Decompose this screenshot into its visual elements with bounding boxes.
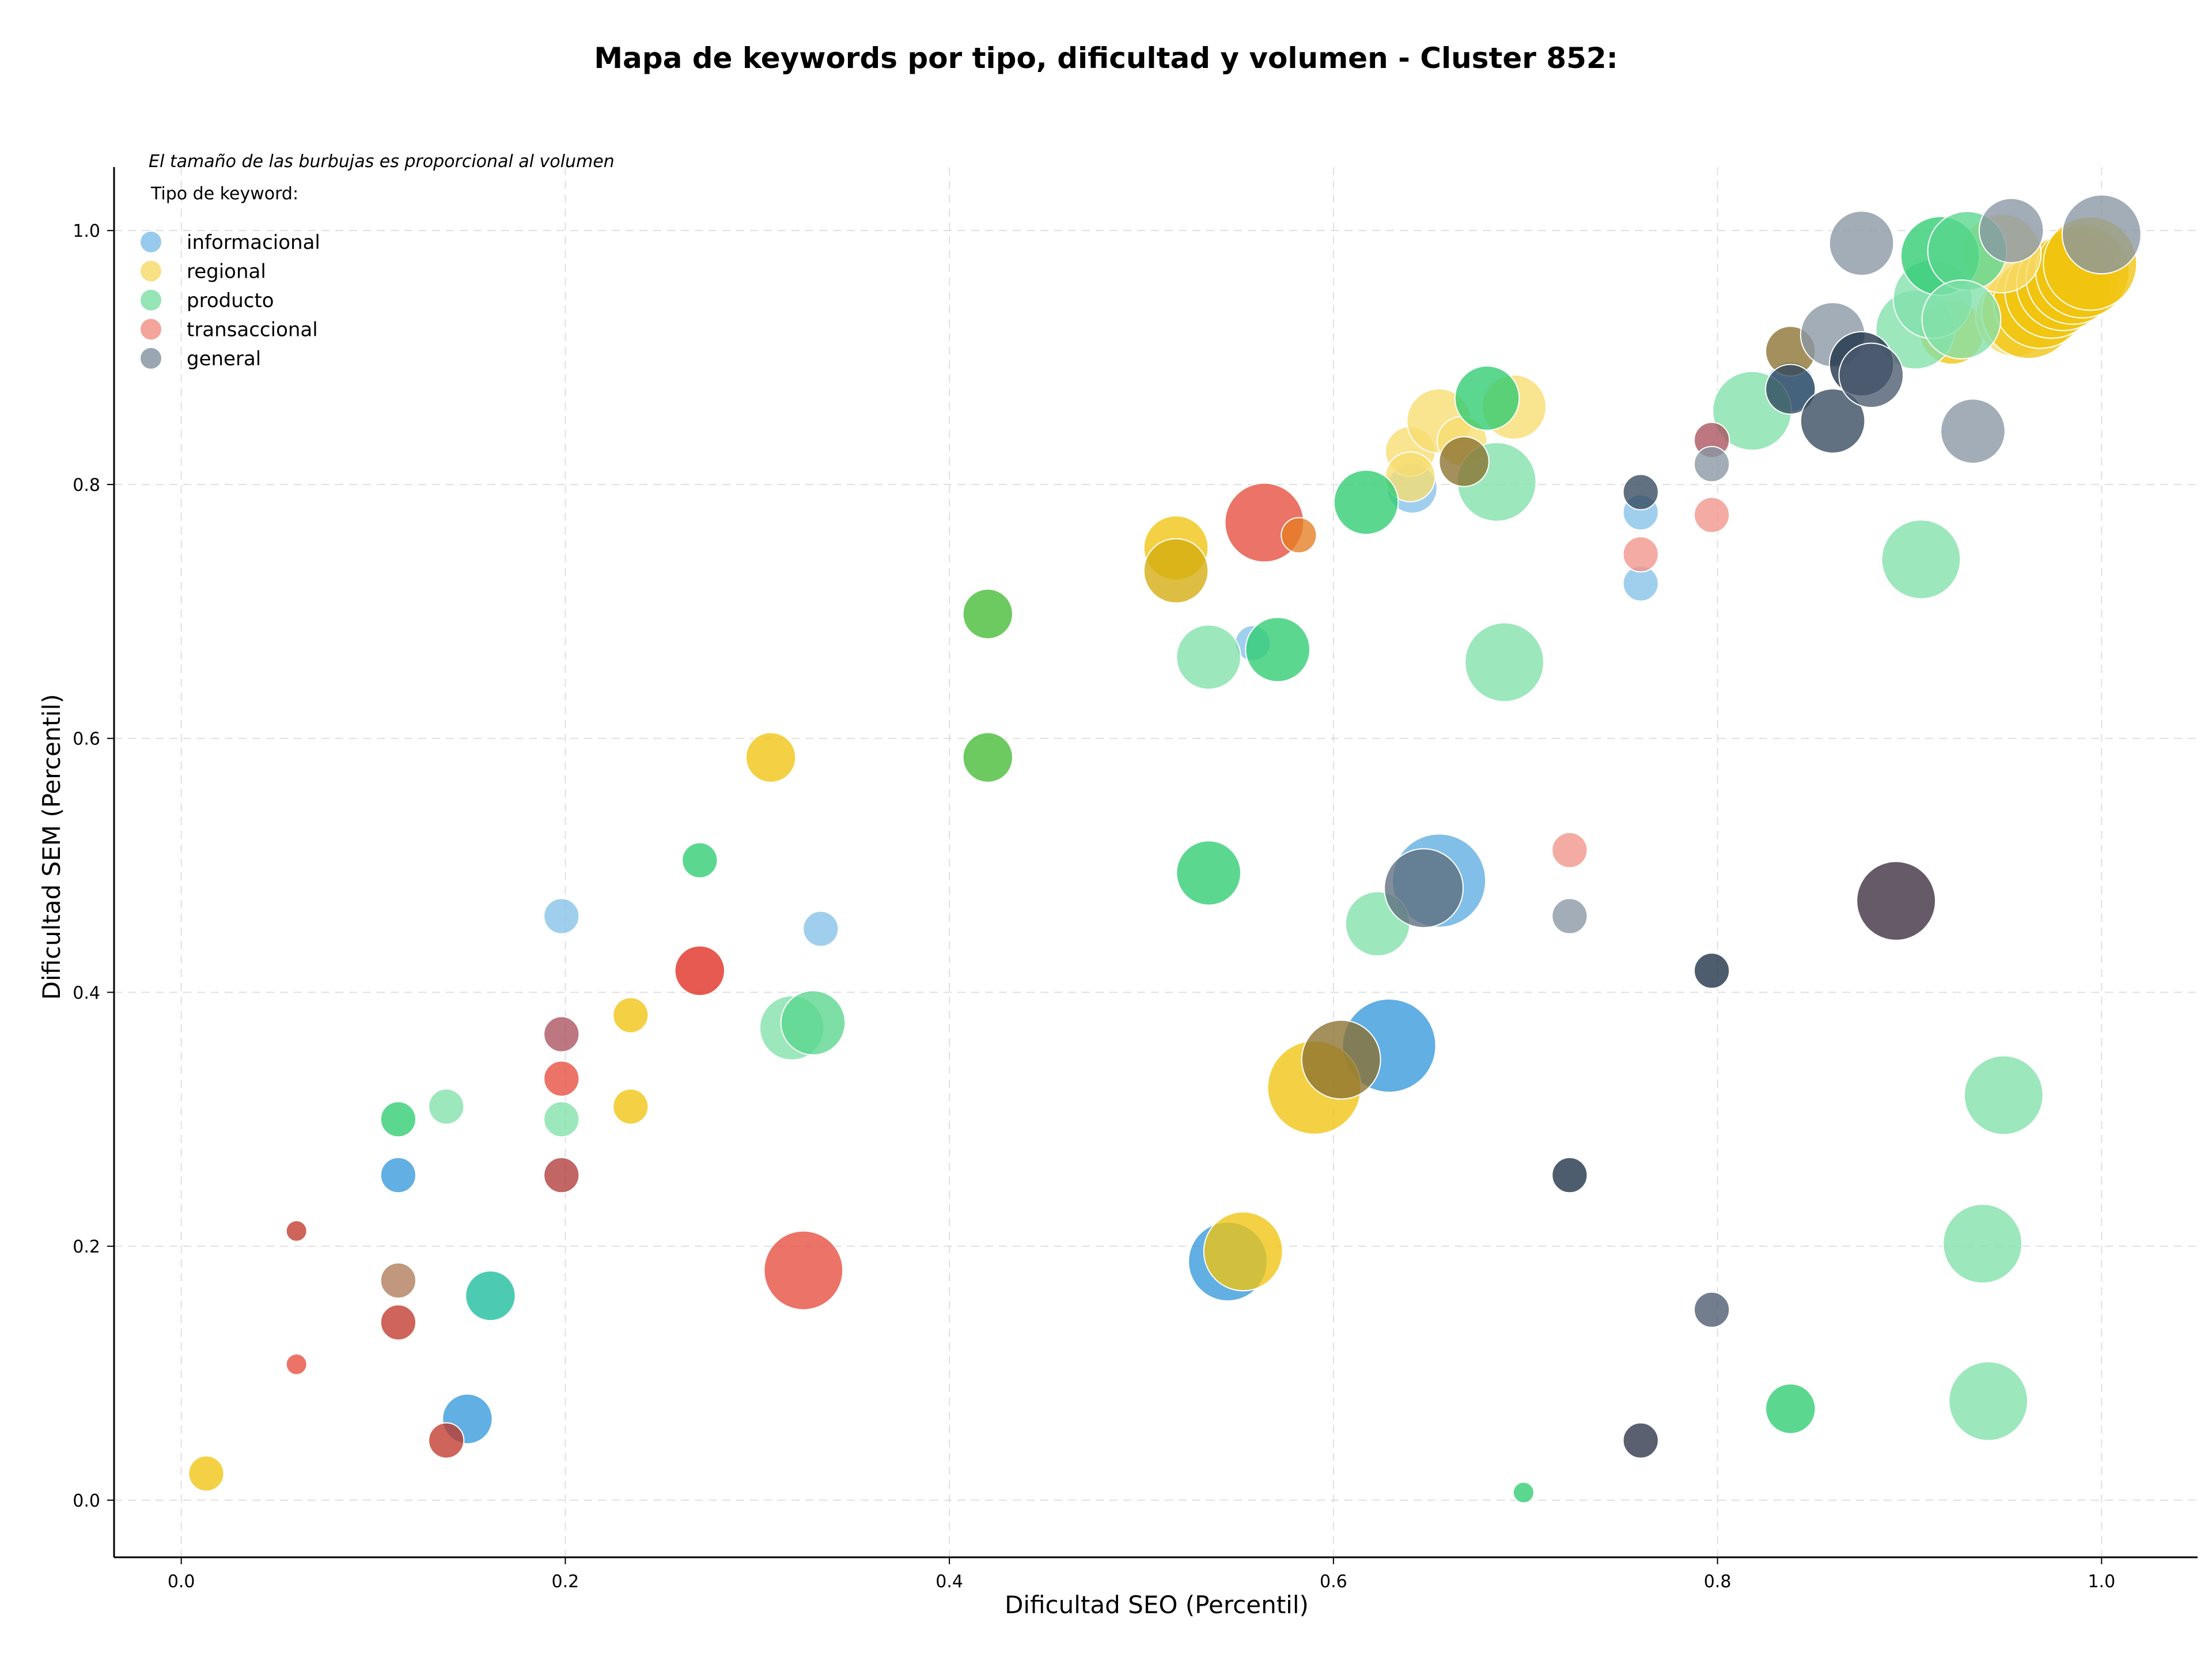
- bubble-general: [1438, 436, 1490, 487]
- bubble-transaccional: [428, 1422, 465, 1459]
- bubble-general: [2061, 194, 2142, 275]
- bubble-general: [1693, 1291, 1730, 1328]
- bubble-producto: [1176, 840, 1241, 906]
- bubble-transaccional: [1281, 517, 1317, 554]
- bubble-informacional: [380, 1157, 416, 1194]
- bubble-regional: [1143, 538, 1209, 604]
- bubble-transaccional: [1551, 831, 1588, 869]
- grid-lines: [114, 167, 2198, 1557]
- bubble-informacional: [543, 898, 580, 934]
- bubble-producto: [1921, 279, 2002, 360]
- y-axis-label: Dificultad SEM (Percentil): [37, 694, 66, 1000]
- bubble-general: [1828, 210, 1895, 277]
- bubble-regional: [188, 1455, 225, 1492]
- axes: [113, 167, 2198, 1558]
- bubble-layer: [188, 194, 2142, 1504]
- x-tick-label: 1.0: [2088, 1572, 2115, 1592]
- bubble-producto: [543, 1101, 580, 1138]
- legend-label-informacional: informacional: [187, 231, 320, 254]
- bubble-transaccional: [543, 1060, 580, 1097]
- bubble-transaccional: [543, 1016, 580, 1053]
- bubble-producto: [428, 1088, 465, 1125]
- legend-marker-general: [141, 348, 161, 369]
- bubble-producto: [1942, 1204, 2023, 1284]
- legend: Tipo de keyword: informacional regional pr…: [141, 184, 320, 370]
- x-tick-label: 0.0: [168, 1572, 195, 1592]
- bubble-general: [1622, 1422, 1659, 1459]
- legend-marker-regional: [141, 260, 161, 282]
- legend-title: Tipo de keyword:: [150, 184, 298, 204]
- bubble-general: [1765, 364, 1816, 415]
- legend-label-general: general: [187, 347, 261, 370]
- bubble-producto: [1765, 1383, 1816, 1435]
- bubble-regional: [612, 997, 649, 1034]
- chart-title: Mapa de keywords por tipo, dificultad y …: [594, 41, 1618, 75]
- legend-marker-transaccional: [141, 319, 161, 340]
- bubble-regional: [745, 732, 797, 783]
- bubble-producto: [1464, 622, 1544, 702]
- legend-items: informacional regional producto transaccion…: [141, 231, 320, 370]
- bubble-general: [1693, 952, 1730, 989]
- bubble-producto: [962, 588, 1014, 640]
- x-tick-label: 0.8: [1704, 1572, 1732, 1592]
- bubble-general: [1551, 1157, 1588, 1194]
- x-tick-label: 0.4: [935, 1572, 963, 1592]
- bubble-transaccional: [674, 945, 725, 997]
- bubble-general: [1551, 898, 1588, 934]
- legend-label-producto: producto: [187, 289, 274, 312]
- legend-label-transaccional: transaccional: [187, 319, 318, 342]
- legend-marker-producto: [141, 290, 161, 311]
- bubble-producto: [780, 990, 846, 1056]
- x-tick-label: 0.6: [1320, 1572, 1347, 1592]
- legend-label-regional: regional: [187, 260, 266, 283]
- bubble-transaccional: [1693, 497, 1730, 534]
- bubble-producto: [962, 732, 1014, 783]
- bubble-producto: [1176, 624, 1241, 690]
- bubble-regional: [1203, 1211, 1283, 1292]
- bubble-producto: [1948, 1361, 2029, 1441]
- legend-marker-informacional: [141, 232, 161, 252]
- bubble-producto: [1333, 469, 1399, 535]
- bubble-transaccional: [543, 1157, 580, 1194]
- bubble-general: [1301, 1019, 1381, 1100]
- y-tick-label: 0.2: [73, 1237, 100, 1257]
- bubble-general: [1622, 474, 1659, 510]
- bubble-general: [1940, 398, 2006, 464]
- bubble-regional: [612, 1088, 649, 1125]
- bubble-general: [1856, 861, 1937, 941]
- bubble-transaccional: [285, 1353, 308, 1376]
- bubble-general: [1693, 446, 1730, 483]
- bubble-informacional: [802, 910, 839, 947]
- bubble-producto: [1512, 1481, 1535, 1504]
- bubble-transaccional: [1622, 536, 1659, 573]
- bubble-producto: [681, 842, 718, 879]
- y-tick-label: 0.0: [73, 1491, 100, 1511]
- bubble-size-note: El tamaño de las burbujas es proporciona…: [149, 152, 615, 172]
- y-tick-label: 0.6: [73, 729, 100, 750]
- x-axis-label: Dificultad SEO (Percentil): [1005, 1591, 1309, 1619]
- ticks: 0.0 0.2 0.4 0.6 0.8 1.0 0.0 0.2 0.4 0.6 0.8 1.0: [73, 221, 2115, 1592]
- y-tick-label: 0.4: [73, 983, 100, 1003]
- x-tick-label: 0.2: [552, 1572, 579, 1592]
- bubble-transaccional: [285, 1220, 308, 1242]
- bubble-general: [1384, 848, 1464, 929]
- bubble-general: [1978, 198, 2044, 263]
- bubble-transaccional: [380, 1262, 416, 1299]
- y-tick-label: 0.8: [73, 475, 100, 495]
- y-tick-label: 1.0: [73, 221, 100, 241]
- bubble-producto: [1963, 1055, 2044, 1136]
- bubble-producto: [1245, 616, 1310, 683]
- bubble-transaccional: [763, 1230, 844, 1311]
- bubble-transaccional: [380, 1304, 416, 1341]
- bubble-producto: [465, 1270, 516, 1322]
- bubble-producto: [1454, 365, 1520, 431]
- bubble-general: [1800, 388, 1866, 454]
- bubble-general: [1838, 342, 1904, 408]
- bubble-producto: [1881, 519, 1961, 600]
- bubble-producto: [380, 1101, 416, 1138]
